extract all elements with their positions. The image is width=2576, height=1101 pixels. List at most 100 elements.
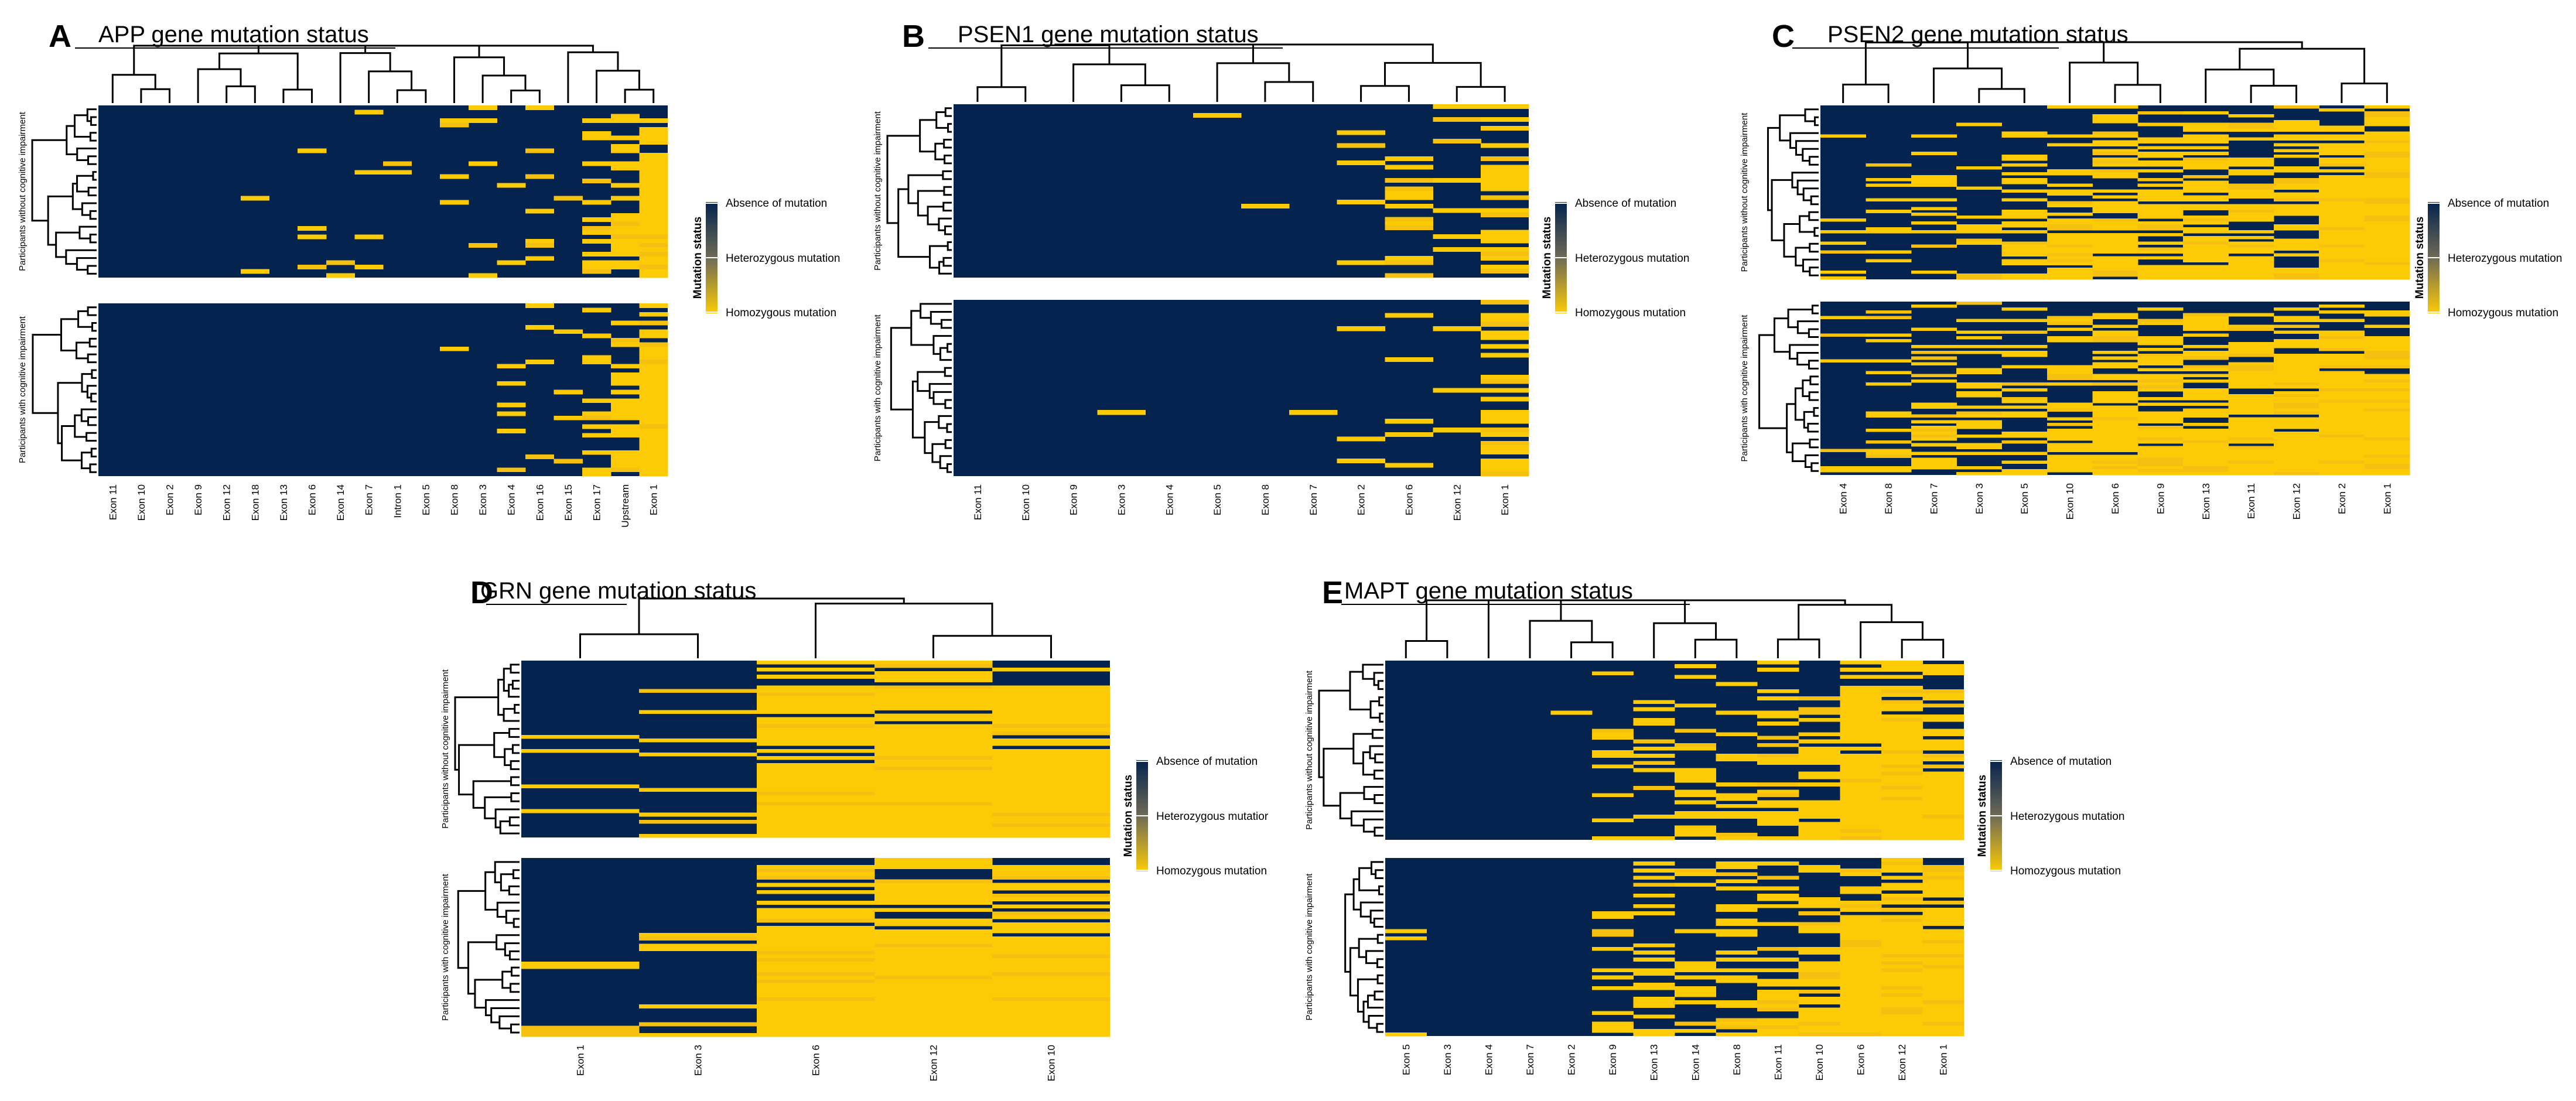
heatmap-cell <box>2228 440 2274 444</box>
heatmap-cell <box>639 398 668 404</box>
heatmap-cell <box>992 979 1111 984</box>
heatmap-cell <box>2319 417 2365 420</box>
heatmap-cell <box>639 368 668 373</box>
dendrogram-branch <box>1758 334 1787 429</box>
heatmap-cell <box>2092 238 2138 242</box>
dendrogram-branch <box>1366 994 1383 1009</box>
heatmap-cell <box>2183 368 2229 371</box>
heatmap-cell <box>1866 210 1912 213</box>
heatmap-cell <box>2047 469 2093 473</box>
heatmap-cell <box>2092 195 2138 199</box>
heatmap-cell <box>639 689 757 693</box>
dendrogram-branch <box>90 447 97 457</box>
heatmap-bottom <box>98 303 668 477</box>
heatmap-cell <box>582 398 611 404</box>
heatmap-cell <box>2319 244 2365 248</box>
heatmap-cell <box>2228 204 2274 207</box>
heatmap-cell <box>1866 177 1912 182</box>
heatmap-cell <box>992 749 1111 753</box>
heatmap-cell <box>992 833 1111 838</box>
heatmap-cell <box>874 936 993 941</box>
heatmap-cell <box>1881 925 1924 930</box>
heatmap-cell <box>2273 273 2319 277</box>
heatmap-cell <box>2137 256 2184 259</box>
heatmap-cell <box>1675 986 1717 990</box>
heatmap-cell <box>582 433 611 438</box>
heatmap-cell <box>2228 385 2274 389</box>
heatmap-cell <box>2183 125 2229 129</box>
heatmap-cell <box>2319 227 2365 231</box>
heatmap-cell <box>992 696 1111 700</box>
heatmap-cell <box>2001 396 2048 401</box>
heatmap-cell <box>2228 460 2274 464</box>
heatmap-cell <box>1922 997 1965 1001</box>
heatmap-cell <box>2319 259 2365 262</box>
heatmap-cell <box>1840 965 1882 969</box>
heatmap-cell <box>1840 822 1882 826</box>
heatmap-cell <box>1881 778 1924 783</box>
heatmap-cell <box>2319 160 2365 164</box>
legend-label-het: Heterozygous mutation <box>2010 811 2124 823</box>
heatmap-cell <box>1881 722 1924 726</box>
dendrogram-branch <box>86 108 97 122</box>
heatmap-cell <box>2228 437 2274 441</box>
heatmap-cell <box>1911 460 1957 464</box>
heatmap-cell <box>639 372 668 377</box>
heatmap-cell <box>2273 420 2319 423</box>
heatmap-cell <box>992 706 1111 711</box>
heatmap-cell <box>1881 717 1924 722</box>
heatmap-cell <box>1881 782 1924 787</box>
dendrogram-branch <box>940 319 952 329</box>
heatmap-cell <box>992 911 1111 916</box>
heatmap-cell <box>610 424 640 429</box>
heatmap-cell <box>1922 778 1965 783</box>
heatmap-cell <box>468 105 497 110</box>
heatmap-cell <box>241 196 270 201</box>
heatmap-cell <box>582 415 611 420</box>
heatmap-cell <box>2092 446 2138 450</box>
heatmap-cell <box>757 933 875 937</box>
heatmap-cell <box>2273 169 2319 173</box>
dendrogram-branch <box>919 119 937 153</box>
heatmap-cell <box>2047 402 2093 406</box>
heatmap-cell <box>2092 256 2138 259</box>
heatmap-cell <box>1481 247 1529 252</box>
heatmap-cell <box>1840 675 1882 679</box>
dendrogram-branch <box>71 183 83 210</box>
heatmap-cell <box>1675 675 1717 679</box>
heatmap-cell <box>2183 163 2229 167</box>
heatmap-cell <box>2092 224 2138 228</box>
heatmap-cell <box>1956 330 2003 334</box>
heatmap-cell <box>639 230 668 235</box>
dendrogram-branch <box>1864 42 1969 85</box>
dendrogram-branch <box>932 391 952 405</box>
dendrogram-branch <box>133 45 259 75</box>
heatmap-cell <box>1922 754 1965 758</box>
heatmap-cell <box>992 826 1111 831</box>
heatmap-cell <box>992 894 1111 898</box>
heatmap-cell <box>1481 208 1529 213</box>
heatmap-cell <box>2228 137 2274 141</box>
heatmap-cell <box>1798 811 1840 815</box>
dendrogram-branch <box>1808 328 1819 338</box>
heatmap-cell <box>1881 972 1924 976</box>
heatmap-cell <box>1481 256 1529 261</box>
heatmap-cell <box>1840 997 1882 1001</box>
column-tick-label: Exon 3 <box>1116 484 1127 515</box>
dendrogram-branch <box>1362 751 1375 776</box>
heatmap-cell <box>1866 371 1912 374</box>
heatmap-cell <box>1956 186 2003 190</box>
heatmap-cell <box>1337 143 1386 148</box>
heatmap-cell <box>2047 434 2093 438</box>
heatmap-cell <box>1922 929 1965 934</box>
heatmap-cell <box>992 767 1111 771</box>
heatmap-cell <box>1840 890 1882 894</box>
heatmap-cell <box>874 958 993 962</box>
heatmap-cell <box>757 720 875 725</box>
heatmap-cell <box>1757 696 1799 700</box>
heatmap-cell <box>874 894 993 898</box>
heatmap-cell <box>1922 693 1965 697</box>
heatmap-cell <box>2047 405 2093 409</box>
heatmap-cell <box>1757 897 1799 901</box>
